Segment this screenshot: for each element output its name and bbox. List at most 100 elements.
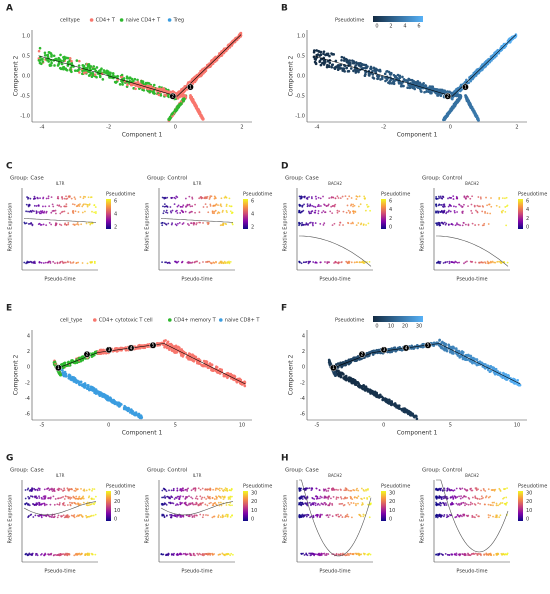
cell-point bbox=[87, 70, 90, 73]
y-tick-label: -0.5 bbox=[20, 94, 30, 100]
colorbar-tick: 0 bbox=[375, 24, 378, 30]
expression-point bbox=[205, 203, 207, 205]
expression-point bbox=[337, 212, 339, 214]
cell-point bbox=[191, 358, 194, 361]
expression-point bbox=[369, 210, 371, 212]
expression-point bbox=[207, 223, 209, 225]
expression-point bbox=[435, 222, 437, 224]
expression-point bbox=[340, 197, 342, 199]
expression-point bbox=[226, 210, 228, 212]
cell-point bbox=[438, 345, 441, 348]
expression-point bbox=[55, 213, 57, 215]
expression-point bbox=[347, 205, 349, 207]
expression-point bbox=[487, 261, 489, 263]
x-axis-title: Component 1 bbox=[397, 132, 438, 139]
expression-point bbox=[45, 205, 47, 207]
expression-point bbox=[163, 198, 165, 200]
expression-point bbox=[214, 211, 216, 213]
cell-point bbox=[455, 88, 458, 91]
cell-point bbox=[50, 64, 53, 67]
expression-point bbox=[224, 261, 226, 263]
legend-title: Pseudotime bbox=[518, 192, 547, 198]
y-tick-label: 4 bbox=[27, 334, 30, 340]
legend-swatch bbox=[219, 318, 223, 322]
node-label: 4 bbox=[130, 345, 133, 350]
cell-point bbox=[101, 349, 104, 352]
legend-title: Pseudotime bbox=[381, 192, 410, 198]
expression-point bbox=[492, 261, 494, 263]
cell-point bbox=[119, 83, 122, 86]
cell-point bbox=[453, 103, 456, 106]
expression-point bbox=[461, 211, 463, 213]
expression-point bbox=[74, 204, 76, 206]
expression-point bbox=[62, 261, 64, 263]
expression-point bbox=[328, 197, 330, 199]
expression-point bbox=[230, 210, 232, 212]
expression-point bbox=[315, 198, 317, 200]
expression-point bbox=[191, 205, 193, 207]
expression-point bbox=[192, 261, 194, 263]
expression-point bbox=[453, 262, 455, 264]
expression-point bbox=[51, 196, 53, 198]
panel-letter: B bbox=[281, 4, 288, 14]
cell-point bbox=[39, 47, 42, 50]
cell-point bbox=[455, 101, 458, 104]
expression-point bbox=[221, 261, 223, 263]
cell-point bbox=[201, 118, 204, 121]
cell-point bbox=[95, 76, 98, 79]
expression-point bbox=[301, 224, 303, 226]
expression-point bbox=[41, 262, 43, 264]
expression-point bbox=[28, 223, 30, 225]
cell-point bbox=[357, 385, 360, 388]
cell-point bbox=[70, 70, 73, 73]
cell-point bbox=[438, 339, 441, 342]
cell-point bbox=[361, 63, 364, 66]
x-tick-label: 5 bbox=[174, 423, 177, 429]
expression-point bbox=[448, 206, 450, 208]
expression-point bbox=[476, 211, 478, 213]
colorbar-tick: 4 bbox=[403, 24, 406, 30]
expression-point bbox=[58, 205, 60, 207]
point-cloud bbox=[38, 32, 243, 122]
cell-point bbox=[423, 91, 426, 94]
expression-point bbox=[322, 196, 324, 198]
cell-point bbox=[412, 347, 415, 350]
expression-point bbox=[470, 261, 472, 263]
expression-point bbox=[27, 262, 29, 264]
expression-point bbox=[231, 212, 233, 214]
panel-letter: A bbox=[6, 4, 13, 14]
expression-point bbox=[339, 224, 341, 226]
expression-point bbox=[179, 212, 181, 214]
expression-point bbox=[89, 261, 91, 263]
cell-point bbox=[171, 349, 174, 352]
expression-point bbox=[91, 261, 93, 263]
y-tick-label: -6 bbox=[25, 412, 30, 418]
expression-point bbox=[358, 206, 360, 208]
expression-point bbox=[23, 262, 25, 264]
expression-point bbox=[447, 198, 449, 200]
cell-point bbox=[384, 400, 387, 403]
expression-point bbox=[72, 262, 74, 264]
expression-point bbox=[45, 224, 47, 226]
cell-point bbox=[361, 385, 364, 388]
expression-point bbox=[29, 198, 31, 200]
legend-label: CD4+ T bbox=[96, 18, 116, 24]
expression-point bbox=[298, 261, 300, 263]
expression-point bbox=[485, 197, 487, 199]
expression-point bbox=[315, 210, 317, 212]
cell-point bbox=[180, 94, 183, 97]
expression-point bbox=[209, 204, 211, 206]
cell-point bbox=[484, 363, 487, 366]
expression-point bbox=[298, 224, 300, 226]
expression-point bbox=[442, 196, 444, 198]
expression-point bbox=[311, 210, 313, 212]
expression-point bbox=[332, 197, 334, 199]
expression-point bbox=[472, 223, 474, 225]
cell-point bbox=[363, 385, 366, 388]
expression-point bbox=[161, 224, 163, 226]
expression-point bbox=[347, 222, 349, 224]
node-label: 1 bbox=[464, 84, 467, 89]
cell-point bbox=[88, 67, 91, 70]
expression-point bbox=[336, 210, 338, 212]
expression-point bbox=[213, 262, 215, 264]
